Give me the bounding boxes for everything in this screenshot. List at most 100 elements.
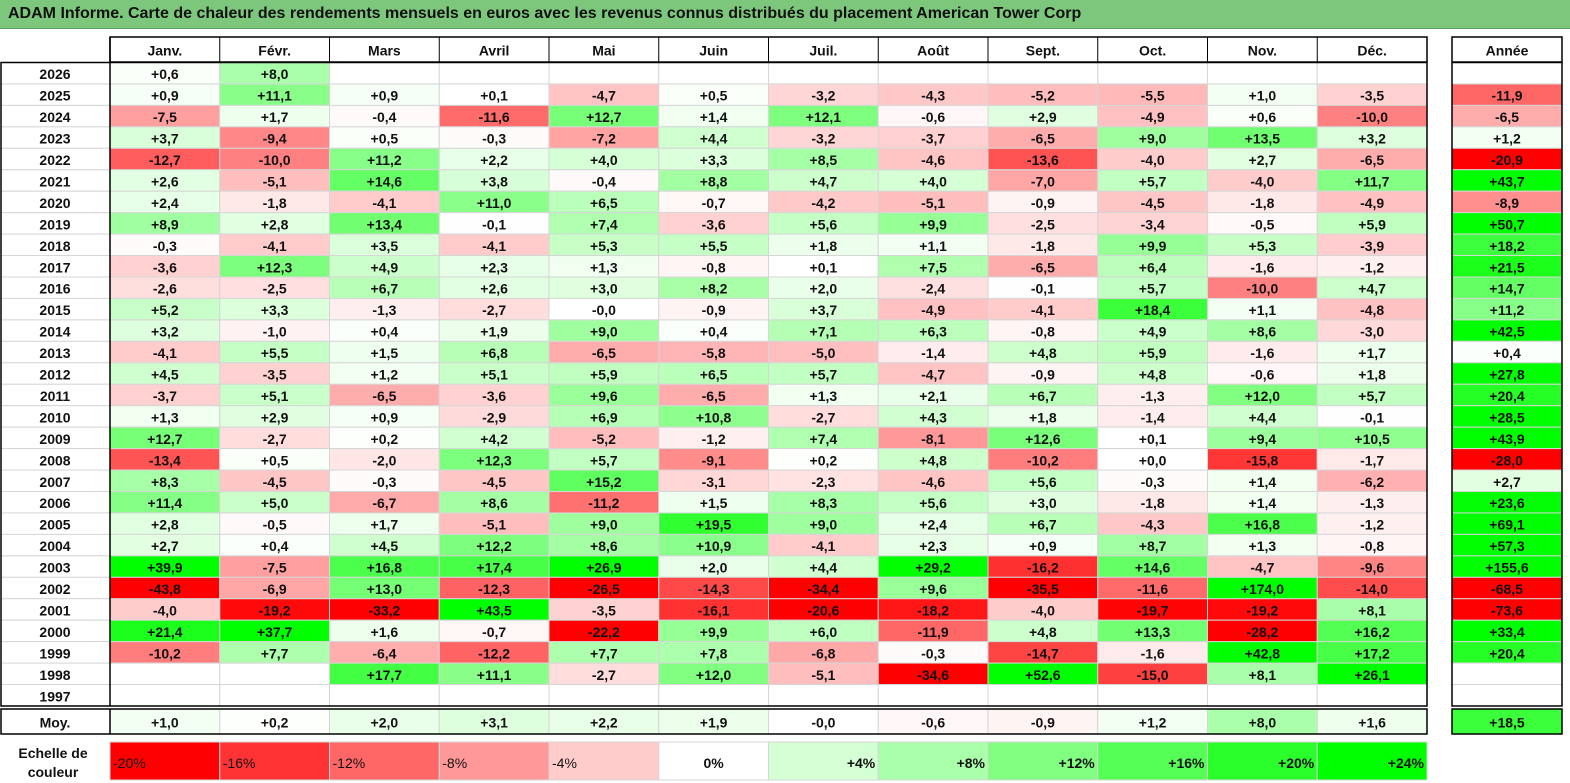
- cell-2012-2-value: +1,2: [371, 367, 399, 383]
- cell-2025-10-value: +1,0: [1249, 88, 1277, 104]
- scale-stop-5: 0%: [704, 755, 725, 771]
- cell-2011-4-value: +9,6: [590, 388, 618, 404]
- cell-2014-9-value: +4,9: [1139, 324, 1167, 340]
- cell-2026-7-bg: [877, 62, 989, 85]
- cell-2022-6-value: +8,5: [810, 152, 838, 168]
- title-bar: ADAM Informe. Carte de chaleur des rende…: [0, 0, 1570, 29]
- cell-2010-8-value: +1,8: [1029, 409, 1057, 425]
- cell-2025-1-value: +11,1: [257, 88, 292, 104]
- cell-2025-0-value: +0,9: [151, 88, 179, 104]
- cell-2013-0-value: -4,1: [153, 345, 177, 361]
- cell-2000-10-value: -28,2: [1246, 624, 1278, 640]
- cell-2026-6-bg: [768, 62, 879, 85]
- cell-2013-10-value: -1,6: [1250, 345, 1274, 361]
- cell-2021-4-value: -0,4: [592, 173, 616, 189]
- cell-2008-5-value: -9,1: [702, 452, 726, 468]
- cell-2007-6-value: -2,3: [811, 474, 835, 490]
- cell-2004-3-value: +12,2: [476, 538, 512, 554]
- cell-2018-0-value: -0,3: [153, 238, 177, 254]
- cell-2013-6-value: -5,0: [811, 345, 835, 361]
- year-label-2002: 2002: [39, 581, 70, 597]
- cell-2025-11-value: -3,5: [1360, 88, 1384, 104]
- cell-2023-5-value: +4,4: [700, 131, 728, 147]
- cell-2001-5-value: -16,1: [698, 602, 730, 618]
- cell-2019-1-value: +2,8: [261, 216, 289, 232]
- cell-2015-7-value: -4,9: [921, 302, 945, 318]
- cell-2001-10-value: -19,2: [1246, 602, 1278, 618]
- cell-2002-7-value: +9,6: [919, 581, 947, 597]
- cell-2014-3-value: +1,9: [480, 324, 508, 340]
- average-cell-7-value: -0,6: [921, 715, 945, 731]
- cell-2001-11-value: +8,1: [1358, 602, 1386, 618]
- cell-2023-2-value: +0,5: [371, 131, 399, 147]
- cell-2015-5-value: -0,9: [702, 302, 726, 318]
- cell-1998-8-value: +52,6: [1025, 667, 1061, 683]
- cell-2015-1-value: +3,3: [261, 302, 289, 318]
- cell-2009-11-value: +10,5: [1354, 431, 1390, 447]
- year-label-2011: 2011: [40, 388, 71, 404]
- cell-2003-11-value: -9,6: [1360, 560, 1384, 576]
- cell-2007-7-value: -4,6: [921, 474, 945, 490]
- annual-cell-2014-value: +42,5: [1489, 324, 1525, 340]
- cell-2001-4-value: -3,5: [592, 602, 616, 618]
- cell-1998-0-bg: [109, 662, 221, 686]
- cell-2004-11-value: -0,8: [1360, 538, 1384, 554]
- scale-swatch-3: [438, 741, 550, 781]
- cell-2022-8-value: -13,6: [1027, 152, 1059, 168]
- cell-2014-5-value: +0,4: [700, 324, 728, 340]
- cell-1999-8-value: -14,7: [1027, 645, 1059, 661]
- average-cell-11-value: +1,6: [1358, 715, 1386, 731]
- cell-2017-2-value: +4,9: [371, 259, 399, 275]
- cell-2019-8-value: -2,5: [1031, 216, 1055, 232]
- cell-2002-3-value: -12,3: [478, 581, 510, 597]
- cell-2002-6-value: -34,4: [807, 581, 839, 597]
- cell-2006-8-value: +3,0: [1029, 495, 1057, 511]
- cell-2009-4-value: -5,2: [592, 431, 616, 447]
- cell-2002-8-value: -35,5: [1027, 581, 1059, 597]
- annual-cell-2012-value: +27,8: [1489, 367, 1525, 383]
- average-annual-frame: [1451, 708, 1563, 735]
- cell-2011-5-value: -6,5: [702, 388, 726, 404]
- cell-2018-3-value: -4,1: [482, 238, 506, 254]
- cell-2017-5-value: -0,8: [702, 259, 726, 275]
- average-cell-3-bg: [438, 708, 550, 735]
- scale-stop-8: +12%: [1059, 755, 1096, 771]
- cell-2012-11-value: +1,8: [1358, 367, 1386, 383]
- annual-cell-1999-value: +20,4: [1489, 645, 1525, 661]
- year-label-2012: 2012: [39, 367, 70, 383]
- cell-2008-6-value: +0,2: [810, 452, 838, 468]
- cell-2005-11-value: -1,2: [1360, 517, 1384, 533]
- cell-2005-2-value: +1,7: [371, 517, 399, 533]
- cell-2000-8-value: +4,8: [1029, 624, 1057, 640]
- cell-1999-7-value: -0,3: [921, 645, 945, 661]
- year-label-2020: 2020: [39, 195, 70, 211]
- cell-2015-0-value: +5,2: [151, 302, 179, 318]
- cell-1999-11-value: +17,2: [1354, 645, 1390, 661]
- cell-2022-2-value: +11,2: [367, 152, 402, 168]
- scale-stop-9: +16%: [1168, 755, 1205, 771]
- cell-2022-7-value: -4,6: [921, 152, 945, 168]
- month-header-6: Juil.: [809, 43, 837, 59]
- cell-2010-2-value: +0,9: [371, 409, 399, 425]
- cell-2022-9-value: -4,0: [1141, 152, 1165, 168]
- cell-2016-9-value: +5,7: [1139, 281, 1167, 297]
- cell-2005-7-value: +2,4: [919, 517, 947, 533]
- cell-2014-8-value: -0,8: [1031, 324, 1055, 340]
- cell-2022-1-value: -10,0: [259, 152, 291, 168]
- scale-stop-0: -20%: [113, 755, 146, 771]
- cell-2013-11-value: +1,7: [1358, 345, 1386, 361]
- cell-2010-6-value: -2,7: [811, 409, 835, 425]
- cell-2006-11-value: -1,3: [1360, 495, 1384, 511]
- cell-2002-0-value: -43,8: [149, 581, 181, 597]
- annual-cell-2016-value: +14,7: [1489, 281, 1525, 297]
- month-header-0: Janv.: [147, 43, 182, 59]
- cell-2007-11-value: -6,2: [1360, 474, 1384, 490]
- annual-cell-2022-value: -20,9: [1491, 152, 1523, 168]
- average-cell-6-bg: [768, 708, 879, 735]
- cell-2017-6-value: +0,1: [810, 259, 838, 275]
- cell-2011-6-value: +1,3: [810, 388, 838, 404]
- cell-1997-1-bg: [219, 684, 330, 707]
- cell-2026-9-bg: [1097, 62, 1208, 85]
- cell-2017-10-value: -1,6: [1250, 259, 1274, 275]
- cell-2004-8-value: +0,9: [1029, 538, 1057, 554]
